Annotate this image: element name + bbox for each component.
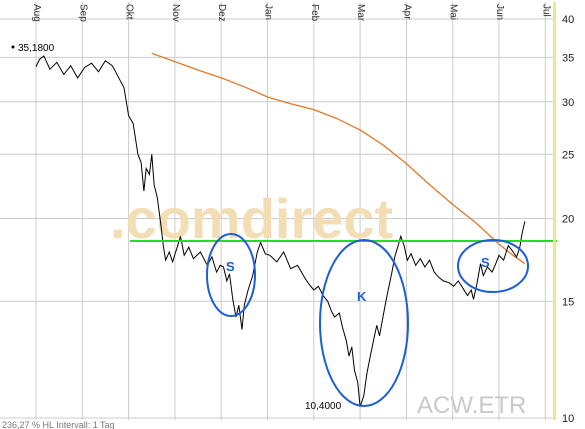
y-tick-label: 15 (562, 296, 574, 308)
right-axis: 10 15 20 25 30 35 40 (553, 2, 574, 425)
value-annotations: 35,1800 10,4000 (11, 43, 342, 412)
month-label: Jul (540, 4, 551, 17)
month-label: Jan (263, 4, 274, 20)
pattern-labels: S K S (226, 255, 490, 304)
y-tick-label: 10 (562, 413, 574, 425)
month-label: Sep (77, 4, 88, 22)
high-value-label: 35,1800 (18, 43, 55, 54)
month-label: Mai (448, 4, 459, 20)
y-tick-label: 40 (562, 14, 574, 26)
price-line (35, 55, 526, 407)
month-label: Okt (124, 4, 135, 20)
y-tick-label: 35 (562, 52, 574, 64)
month-labels: Aug Sep Okt Nov Dez Jan Feb Mar Apr Mai Jun Jul (31, 4, 551, 22)
month-label: Nov (170, 4, 181, 22)
left-shoulder-ellipse (206, 233, 256, 317)
grid-lines (0, 2, 553, 420)
month-label: Feb (309, 4, 320, 22)
head-ellipse (319, 239, 409, 407)
month-label: Aug (31, 4, 42, 22)
month-label: Mar (355, 4, 366, 22)
pattern-ellipses (206, 233, 529, 407)
pattern-label: S (481, 255, 490, 270)
high-marker (11, 45, 15, 49)
y-tick-label: 20 (562, 214, 574, 226)
month-label: Apr (401, 4, 412, 20)
right-shoulder-ellipse (457, 239, 529, 293)
pattern-label: S (226, 259, 235, 274)
price-line-group (35, 55, 526, 407)
moving-average-line (151, 52, 526, 265)
right-axis-bar (553, 2, 556, 420)
symbol-label: ACW.ETR (417, 392, 526, 419)
moving-average-group (151, 52, 526, 265)
footer-info: 236,27 % HL Intervall: 1 Tag (2, 420, 115, 429)
y-tick-label: 25 (562, 149, 574, 161)
y-tick-label: 30 (562, 97, 574, 109)
month-label: Jun (494, 4, 505, 20)
month-label: Dez (216, 4, 227, 22)
low-value-label: 10,4000 (305, 401, 342, 412)
pattern-label: K (357, 289, 367, 304)
